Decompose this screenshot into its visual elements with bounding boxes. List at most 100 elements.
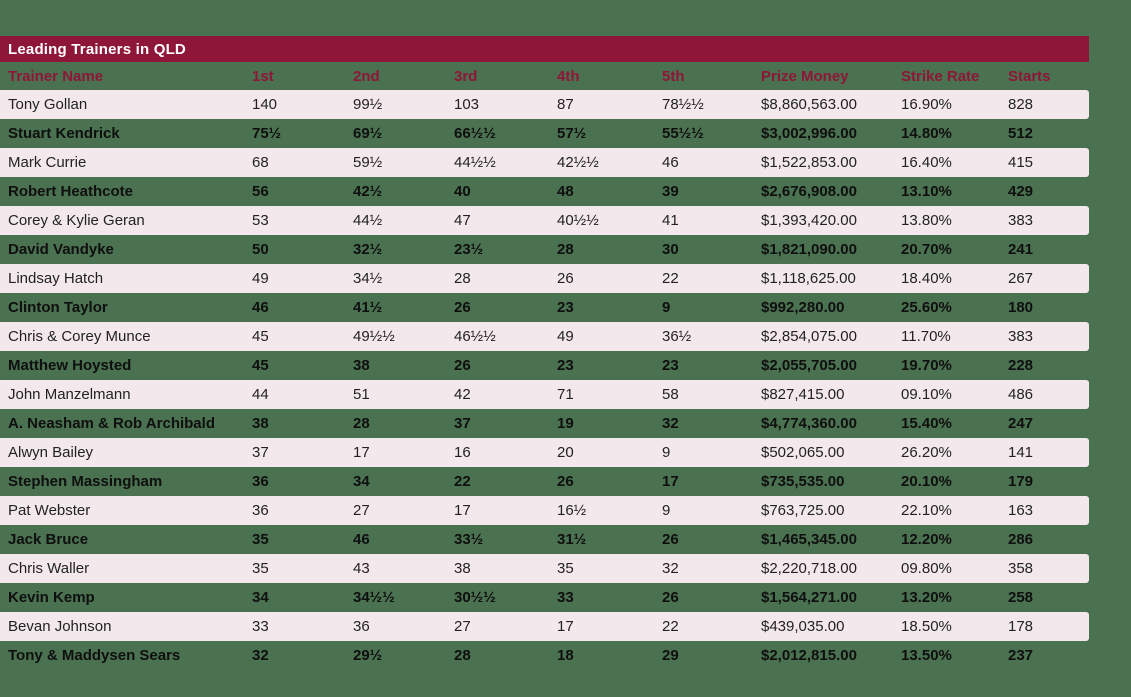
value-cell: 66½½ <box>454 125 496 142</box>
value-cell: 12.20% <box>901 531 952 548</box>
value-cell: $2,220,718.00 <box>761 560 857 577</box>
value-cell: 20.10% <box>901 473 952 490</box>
value-cell: 179 <box>1008 473 1034 490</box>
value-cell: 19.70% <box>901 357 952 374</box>
table-row: Stephen Massingham 36 34 22 26 17 $735,535.00 2… <box>0 467 1089 496</box>
value-cell: 30 <box>662 241 679 258</box>
value-cell: $1,564,271.00 <box>761 589 857 606</box>
value-cell: 56 <box>252 183 269 200</box>
trainer-name-cell: A. Neasham & Rob Archibald <box>8 415 215 432</box>
value-cell: 40½½ <box>557 212 599 229</box>
table-row: Mark Currie 68 59½ 44½½ 42½½ 46 $1,522,853.00 1… <box>0 148 1089 177</box>
trainer-name-cell: Alwyn Bailey <box>8 444 94 461</box>
value-cell: 46 <box>662 154 679 171</box>
value-cell: 14.80% <box>901 125 952 142</box>
value-cell: 28 <box>353 415 370 432</box>
value-cell: 20 <box>557 444 574 461</box>
value-cell: 44½½ <box>454 154 496 171</box>
value-cell: $4,774,360.00 <box>761 415 857 432</box>
value-cell: 26 <box>557 473 574 490</box>
table-row: John Manzelmann 44 51 42 71 58 $827,415.00 09.1… <box>0 380 1089 409</box>
value-cell: 36½ <box>662 328 692 345</box>
leading-trainers-table: Trainer Name 1st 2nd 3rd 4th 5th Prize Money St… <box>0 62 1089 670</box>
value-cell: 22 <box>662 270 679 287</box>
table-body: Tony Gollan 140 99½ 103 87 78½½ $8,860,563.00 1… <box>0 90 1089 670</box>
value-cell: $763,725.00 <box>761 502 845 519</box>
value-cell: 71 <box>557 386 574 403</box>
value-cell: $827,415.00 <box>761 386 845 403</box>
value-cell: 512 <box>1008 125 1034 142</box>
value-cell: 25.60% <box>901 299 952 316</box>
table-row: Pat Webster 36 27 17 16½ 9 $763,725.00 22.10% 16… <box>0 496 1089 525</box>
value-cell: $1,821,090.00 <box>761 241 857 258</box>
value-cell: 45 <box>252 328 269 345</box>
value-cell: 27 <box>454 618 471 635</box>
trainer-name-cell: Stuart Kendrick <box>8 125 120 142</box>
value-cell: 486 <box>1008 386 1034 403</box>
value-cell: 32 <box>662 560 679 577</box>
value-cell: 16.90% <box>901 96 952 113</box>
value-cell: 47 <box>454 212 471 229</box>
value-cell: 17 <box>557 618 574 635</box>
value-cell: 27 <box>353 502 370 519</box>
value-cell: 48 <box>557 183 574 200</box>
value-cell: 28 <box>557 241 574 258</box>
value-cell: 29½ <box>353 647 383 664</box>
value-cell: 58 <box>662 386 679 403</box>
value-cell: $2,055,705.00 <box>761 357 857 374</box>
trainer-name-cell: Tony & Maddysen Sears <box>8 647 181 664</box>
value-cell: 42 <box>454 386 471 403</box>
value-cell: $735,535.00 <box>761 473 845 490</box>
value-cell: 30½½ <box>454 589 496 606</box>
trainer-name-cell: Chris & Corey Munce <box>8 328 151 345</box>
header-row: Trainer Name 1st 2nd 3rd 4th 5th Prize Money St… <box>0 62 1089 90</box>
value-cell: 237 <box>1008 647 1034 664</box>
value-cell: 40 <box>454 183 471 200</box>
value-cell: $2,012,815.00 <box>761 647 857 664</box>
value-cell: 13.20% <box>901 589 952 606</box>
value-cell: 68 <box>252 154 269 171</box>
value-cell: 38 <box>252 415 269 432</box>
table-row: Bevan Johnson 33 36 27 17 22 $439,035.00 18.50%… <box>0 612 1089 641</box>
value-cell: 55½½ <box>662 125 704 142</box>
value-cell: 33 <box>557 589 574 606</box>
trainer-name-cell: John Manzelmann <box>8 386 131 403</box>
value-cell: 42½½ <box>557 154 599 171</box>
value-cell: 22 <box>662 618 679 635</box>
value-cell: 16 <box>454 444 471 461</box>
column-header-1st: 1st <box>252 67 274 85</box>
value-cell: 140 <box>252 96 278 113</box>
table-row: Clinton Taylor 46 41½ 26 23 9 $992,280.00 25.60… <box>0 293 1089 322</box>
value-cell: 23 <box>557 357 574 374</box>
column-header-4th: 4th <box>557 67 580 85</box>
value-cell: 44 <box>252 386 269 403</box>
trainer-name-cell: Kevin Kemp <box>8 589 95 606</box>
value-cell: $8,860,563.00 <box>761 96 857 113</box>
value-cell: 41 <box>662 212 679 229</box>
value-cell: 44½ <box>353 212 383 229</box>
trainer-name-cell: Mark Currie <box>8 154 87 171</box>
title-bar: Leading Trainers in QLD <box>0 36 1089 62</box>
value-cell: 13.10% <box>901 183 952 200</box>
value-cell: $502,065.00 <box>761 444 845 461</box>
value-cell: 49 <box>252 270 269 287</box>
value-cell: 99½ <box>353 96 383 113</box>
value-cell: 49½½ <box>353 328 395 345</box>
table-row: Tony Gollan 140 99½ 103 87 78½½ $8,860,563.00 1… <box>0 90 1089 119</box>
value-cell: 228 <box>1008 357 1034 374</box>
table-row: Robert Heathcote 56 42½ 40 48 39 $2,676,908.00… <box>0 177 1089 206</box>
value-cell: $3,002,996.00 <box>761 125 857 142</box>
value-cell: 258 <box>1008 589 1034 606</box>
value-cell: 26 <box>557 270 574 287</box>
table-row: Stuart Kendrick 75½ 69½ 66½½ 57½ 55½½ $3,002,9… <box>0 119 1089 148</box>
value-cell: 78½½ <box>662 96 704 113</box>
value-cell: 34½ <box>353 270 383 287</box>
value-cell: 41½ <box>353 299 383 316</box>
value-cell: $992,280.00 <box>761 299 845 316</box>
value-cell: 38 <box>353 357 370 374</box>
trainer-name-cell: Stephen Massingham <box>8 473 163 490</box>
value-cell: 18 <box>557 647 574 664</box>
value-cell: 35 <box>252 560 269 577</box>
table-row: Corey & Kylie Geran 53 44½ 47 40½½ 41 $1,393,4… <box>0 206 1089 235</box>
